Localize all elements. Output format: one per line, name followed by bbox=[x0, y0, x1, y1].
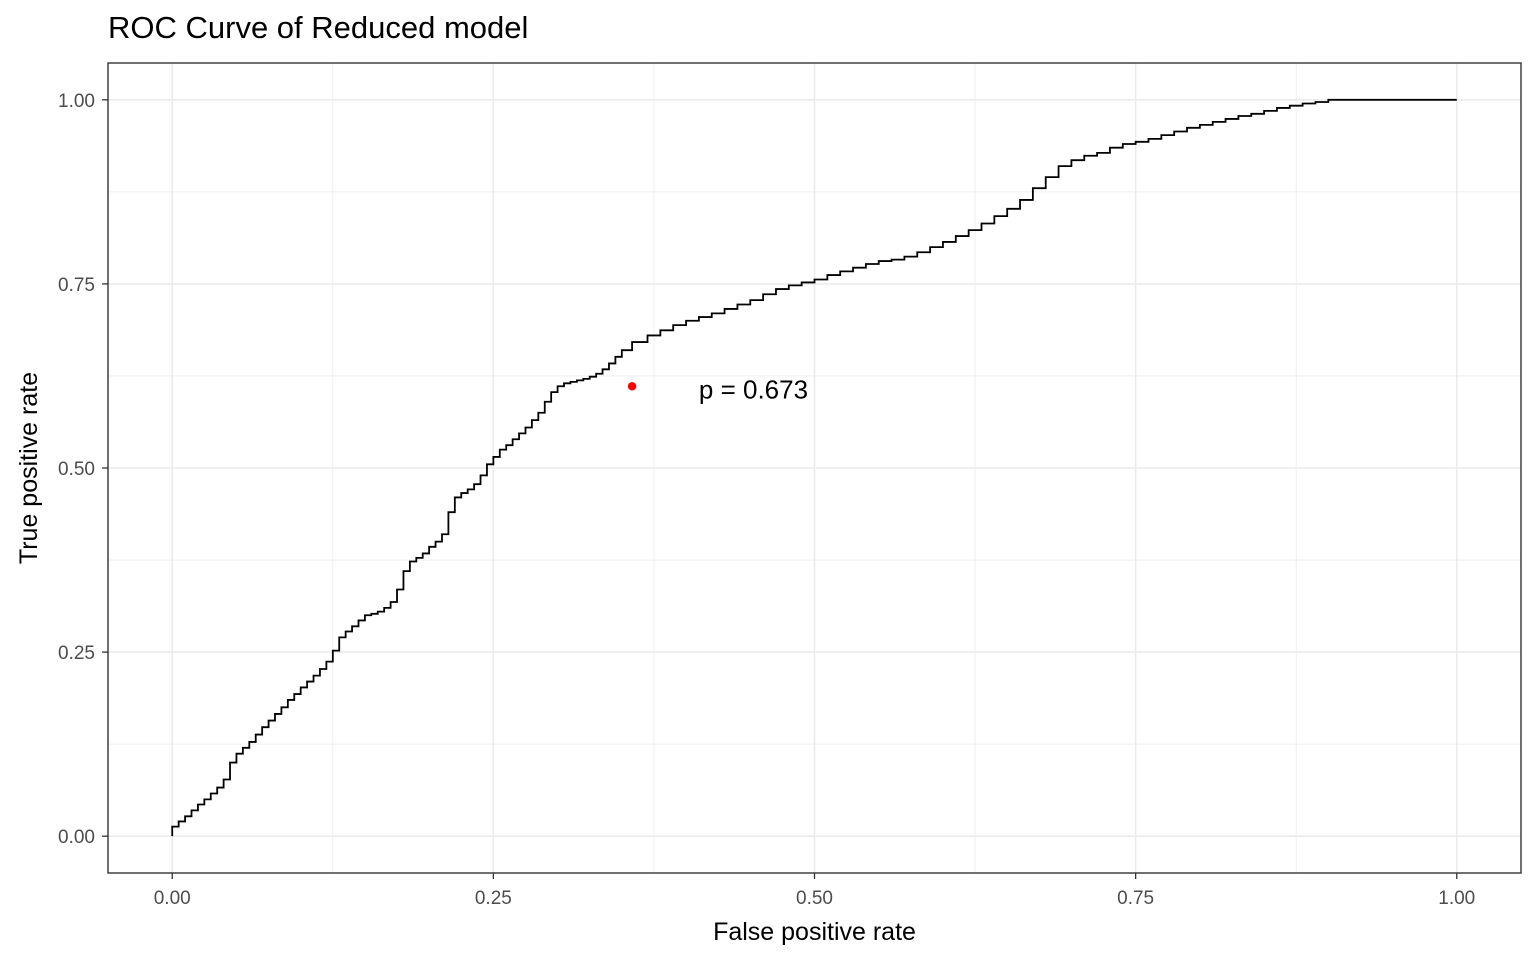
threshold-point bbox=[627, 382, 637, 391]
y-tick-label: 0.25 bbox=[58, 643, 95, 664]
annotation-label: p = 0.673 bbox=[699, 374, 808, 404]
y-axis-title: True positive rate bbox=[15, 372, 43, 564]
x-tick-label: 0.25 bbox=[475, 888, 512, 909]
annotation-layer: p = 0.673 bbox=[699, 374, 808, 404]
x-tick-label: 0.75 bbox=[1117, 888, 1154, 909]
x-axis-title: False positive rate bbox=[713, 918, 916, 946]
y-tick-label: 0.00 bbox=[58, 827, 95, 848]
grid-major-lines bbox=[108, 63, 1521, 873]
y-axis-ticks: 0.00 0.25 0.50 0.75 1.00 bbox=[58, 91, 108, 848]
y-tick-label: 0.50 bbox=[58, 459, 95, 480]
chart-title: ROC Curve of Reduced model bbox=[108, 10, 529, 45]
roc-curve-layer bbox=[171, 98, 1457, 837]
x-tick-label: 0.50 bbox=[796, 888, 833, 909]
x-tick-label: 1.00 bbox=[1438, 888, 1475, 909]
x-tick-label: 0.00 bbox=[154, 888, 191, 909]
y-tick-label: 0.75 bbox=[58, 275, 95, 296]
x-axis-ticks: 0.00 0.25 0.50 0.75 1.00 bbox=[154, 873, 1475, 909]
threshold-point-layer bbox=[627, 382, 637, 391]
y-tick-label: 1.00 bbox=[58, 91, 95, 112]
roc-curve-line bbox=[171, 98, 1457, 837]
